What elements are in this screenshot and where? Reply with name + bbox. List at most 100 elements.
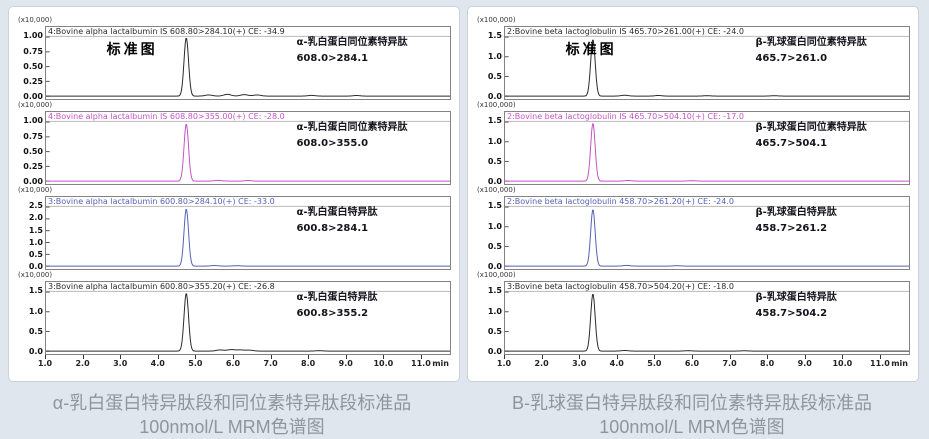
peak-annotation: α-乳白蛋白特异肽 600.8>284.1 bbox=[296, 205, 377, 237]
y-tick-label: 0.75 bbox=[23, 46, 43, 56]
y-tick-label: 0.5 bbox=[28, 326, 43, 336]
x-tick-mark bbox=[504, 355, 505, 359]
y-tick-label: 0.0 bbox=[28, 347, 43, 357]
peak-annotation: β-乳球蛋白同位素特异肽 465.7>504.1 bbox=[755, 120, 866, 152]
peak-annotation-name: β-乳球蛋白特异肽 bbox=[755, 292, 837, 303]
x-axis-tick-label: 10.0 bbox=[373, 359, 394, 368]
x-axis-tick-label: 6.0 bbox=[225, 359, 241, 368]
plot-area: 3:Bovine beta lactoglobulin 458.70>504.2… bbox=[504, 281, 910, 355]
x-tick-mark bbox=[157, 355, 159, 359]
x-tick-mark bbox=[767, 355, 769, 359]
caption-alpha-line2: 100nmol/L MRM色谱图 bbox=[139, 417, 325, 437]
y-tick-label: 1.0 bbox=[487, 51, 502, 61]
peak-annotation: α-乳白蛋白特异肽 600.8>355.2 bbox=[296, 290, 377, 322]
x-axis-tick-label: 6.0 bbox=[684, 359, 700, 368]
y-scale-label: (x10,000) bbox=[18, 271, 53, 279]
x-tick-mark bbox=[729, 355, 731, 359]
chromatogram-trace bbox=[46, 197, 450, 269]
chromatogram-panel: (x10,000) 2.5 2.0 1.5 1.0 0.5 0.0 3:Bovine alph… bbox=[15, 185, 451, 271]
x-axis-tick-label: 8.0 bbox=[301, 359, 316, 368]
y-tick-label: 0.00 bbox=[23, 92, 43, 102]
peak-annotation-transition: 465.7>504.1 bbox=[755, 138, 828, 149]
y-axis: 1.5 1.0 0.5 0.0 bbox=[15, 270, 45, 357]
y-axis: 1.5 1.0 0.5 0.0 bbox=[474, 270, 504, 357]
chromatogram-panel: (x100,000) 1.5 1.0 0.5 0.0 3:Bovine beta lact… bbox=[474, 270, 910, 357]
standard-plot-label: 标准图 bbox=[565, 42, 617, 58]
y-tick-label: 1.0 bbox=[487, 136, 502, 146]
peak-annotation-name: β-乳球蛋白同位素特异肽 bbox=[755, 37, 867, 48]
y-tick-label: 0.0 bbox=[487, 92, 502, 102]
y-tick-label: 0.0 bbox=[487, 177, 502, 187]
y-tick-label: 1.0 bbox=[28, 306, 43, 316]
y-tick-label: 1.5 bbox=[487, 116, 502, 126]
x-axis-tick-label: 9.0 bbox=[797, 359, 812, 368]
x-tick-mark bbox=[541, 355, 543, 359]
alpha-lactalbumin-chart: (x10,000) 1.00 0.75 0.50 0.25 0.00 4:Bovine al… bbox=[15, 15, 451, 372]
y-tick-label: 1.5 bbox=[487, 31, 502, 41]
chromatogram-panel: (x10,000) 1.5 1.0 0.5 0.0 3:Bovine alpha lact… bbox=[15, 270, 451, 357]
trace-path bbox=[46, 210, 450, 266]
y-scale-label: (x10,000) bbox=[18, 186, 53, 194]
y-tick-label: 0.50 bbox=[23, 61, 43, 71]
caption-alpha: α-乳白蛋白特异肽段和同位素特异肽段标准品 100nmol/L MRM色谱图 bbox=[2, 391, 462, 439]
x-axis-tick-label: 4.0 bbox=[609, 359, 624, 368]
y-tick-label: 0.50 bbox=[23, 146, 43, 156]
x-axis-tick-label: 7.0 bbox=[263, 359, 278, 368]
chromatogram-trace bbox=[505, 197, 909, 269]
peak-annotation: α-乳白蛋白同位素特异肽 608.0>355.0 bbox=[296, 120, 407, 152]
chromatogram-trace bbox=[46, 27, 450, 99]
y-tick-label: 0.5 bbox=[28, 249, 43, 259]
trace-path bbox=[505, 124, 909, 181]
y-tick-label: 0.5 bbox=[487, 326, 502, 336]
y-scale-label: (x100,000) bbox=[477, 101, 516, 109]
y-tick-label: 0.25 bbox=[23, 76, 43, 86]
plot-area: 2:Bovine beta lactoglobulin IS 465.70>26… bbox=[504, 26, 910, 100]
y-tick-label: 0.5 bbox=[487, 241, 502, 251]
y-tick-label: 0.0 bbox=[487, 347, 502, 357]
y-scale-label: (x100,000) bbox=[477, 271, 516, 279]
plot-area: 4:Bovine alpha lactalbumin IS 608.80>355… bbox=[45, 111, 451, 185]
peak-annotation-transition: 600.8>355.2 bbox=[296, 308, 369, 319]
y-tick-label: 0.25 bbox=[23, 161, 43, 171]
peak-annotation-name: α-乳白蛋白同位素特异肽 bbox=[296, 37, 408, 48]
y-tick-label: 1.5 bbox=[487, 201, 502, 211]
x-tick-mark bbox=[842, 355, 844, 359]
y-tick-label: 2.5 bbox=[28, 201, 43, 211]
peak-annotation-name: α-乳白蛋白同位素特异肽 bbox=[296, 122, 408, 133]
y-tick-label: 1.0 bbox=[487, 221, 502, 231]
x-axis: 1.0 2.0 3.0 4.0 5.0 6.0 7.0 8.0 9.0 10.0 11.0 min bbox=[497, 355, 910, 372]
trace-path bbox=[505, 210, 909, 266]
trace-header: 3:Bovine alpha lactalbumin 600.80>355.20… bbox=[48, 282, 275, 291]
y-tick-label: 1.5 bbox=[28, 225, 43, 235]
peak-annotation: β-乳球蛋白特异肽 458.7>261.2 bbox=[755, 205, 836, 237]
y-axis: 1.5 1.0 0.5 0.0 bbox=[474, 15, 504, 102]
x-axis-unit-label: min bbox=[432, 359, 449, 368]
chromatogram-trace bbox=[46, 282, 450, 354]
x-axis-tick-label: 11.0 bbox=[870, 359, 890, 368]
y-tick-label: 1.00 bbox=[23, 116, 43, 126]
chromatogram-panel: (x100,000) 1.5 1.0 0.5 0.0 2:Bovine beta lact… bbox=[474, 185, 910, 271]
peak-annotation: α-乳白蛋白同位素特异肽 608.0>284.1 bbox=[296, 35, 407, 67]
y-tick-label: 1.5 bbox=[28, 286, 43, 296]
x-tick-mark bbox=[232, 355, 234, 359]
y-tick-label: 1.00 bbox=[23, 31, 43, 41]
caption-alpha-line1: α-乳白蛋白特异肽段和同位素特异肽段标准品 bbox=[52, 393, 412, 413]
chromatogram-trace bbox=[46, 112, 450, 184]
x-tick-mark bbox=[804, 355, 806, 359]
x-axis-unit-label: min bbox=[891, 359, 908, 368]
x-tick-mark bbox=[82, 355, 84, 359]
chromatogram-trace bbox=[505, 112, 909, 184]
peak-annotation-name: β-乳球蛋白同位素特异肽 bbox=[755, 122, 867, 133]
trace-header: 2:Bovine beta lactoglobulin IS 465.70>26… bbox=[507, 27, 744, 36]
peak-annotation-transition: 608.0>355.0 bbox=[296, 138, 369, 149]
x-tick-mark bbox=[691, 355, 693, 359]
y-axis: 1.00 0.75 0.50 0.25 0.00 bbox=[15, 15, 45, 102]
trace-header: 2:Bovine beta lactoglobulin IS 465.70>50… bbox=[507, 112, 744, 121]
x-tick-mark bbox=[420, 355, 422, 359]
x-axis-tick-label: 5.0 bbox=[188, 359, 203, 368]
y-tick-label: 1.0 bbox=[28, 237, 43, 247]
x-tick-mark bbox=[308, 355, 310, 359]
trace-path bbox=[46, 294, 450, 351]
plot-area: 3:Bovine alpha lactalbumin 600.80>355.20… bbox=[45, 281, 451, 355]
